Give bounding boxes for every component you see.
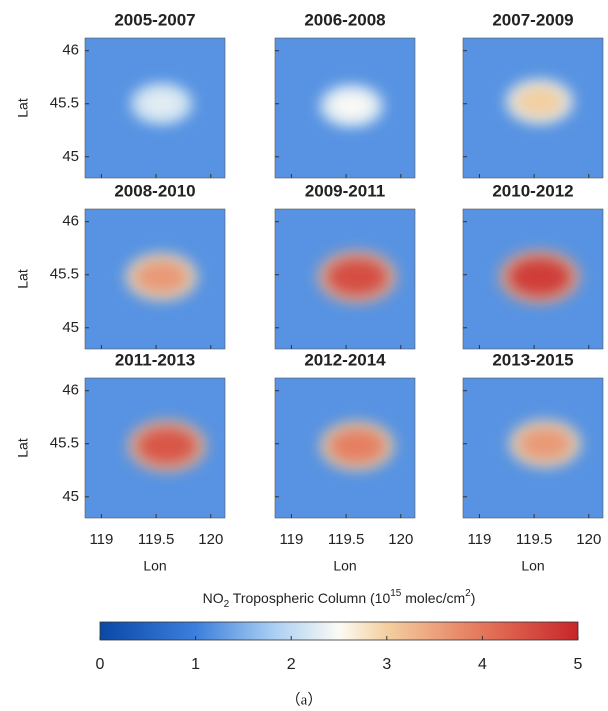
y-tick-label: 45	[62, 488, 79, 505]
panel-title: 2008-2010	[114, 181, 195, 200]
panel	[463, 38, 603, 178]
panel	[463, 378, 603, 518]
plume-peak	[137, 427, 197, 464]
panel-frame	[274, 37, 416, 179]
panel-frame	[462, 208, 604, 350]
panel	[275, 209, 415, 349]
colorbar-tick-label: 5	[574, 656, 583, 673]
y-axis-label: Lat	[15, 269, 31, 289]
panel-frame	[84, 377, 226, 519]
x-tick-label: 119	[279, 531, 303, 548]
colorbar-label-part: molec/cm	[401, 590, 465, 606]
plume-peak	[327, 258, 388, 296]
panel	[85, 38, 225, 178]
colorbar-label-part: 2	[465, 588, 471, 599]
x-tick-label: 119.5	[328, 531, 364, 548]
x-tick-label: 119	[89, 531, 113, 548]
panel-title: 2012-2014	[304, 350, 386, 369]
y-axis-label: Lat	[15, 98, 31, 118]
panel-title: 2005-2007	[114, 10, 195, 29]
y-tick-label: 45	[62, 148, 79, 165]
y-axis-label: Lat	[15, 438, 31, 458]
y-tick-label: 46	[62, 213, 79, 230]
plume-peak	[140, 91, 183, 117]
panel	[275, 38, 415, 178]
colorbar-label-part: 15	[390, 588, 402, 599]
plume-peak	[329, 429, 385, 463]
colorbar-label-part: 2	[224, 599, 230, 610]
panel	[85, 378, 225, 518]
panel-title: 2006-2008	[304, 10, 385, 29]
y-tick-label: 45	[62, 319, 79, 336]
panel-title: 2007-2009	[492, 10, 573, 29]
panel-title: 2013-2015	[492, 350, 573, 369]
panel	[275, 378, 415, 518]
x-axis-label: Lon	[333, 558, 356, 574]
plume-peak	[508, 258, 571, 296]
panel-title: 2011-2013	[115, 350, 195, 369]
colorbar-tick-label: 0	[96, 656, 105, 673]
x-axis-label: Lon	[521, 558, 544, 574]
colorbar-label-part: NO	[203, 590, 224, 606]
plume-peak	[329, 92, 374, 120]
panel-frame	[274, 377, 416, 519]
y-tick-label: 46	[62, 42, 79, 59]
colorbar-tick-label: 3	[382, 656, 391, 673]
panel	[463, 209, 603, 349]
colorbar-tick-label: 2	[287, 656, 296, 673]
colorbar	[99, 621, 579, 641]
colorbar-label-part: )	[471, 590, 476, 606]
plume-peak	[518, 427, 572, 460]
colorbar-tick-label: 4	[478, 656, 487, 673]
plume-peak	[135, 260, 188, 293]
x-tick-label: 120	[198, 531, 223, 548]
panel-frame	[84, 37, 226, 179]
panel-title: 2009-2011	[305, 181, 385, 200]
panel-frame	[462, 377, 604, 519]
x-tick-label: 119.5	[138, 531, 174, 548]
caption: （a）	[286, 691, 323, 708]
panel-frame	[84, 208, 226, 350]
colorbar-label: NO2 Tropospheric Column (1015 molec/cm2)	[203, 588, 476, 610]
x-tick-label: 120	[388, 531, 413, 548]
colorbar-tick-label: 1	[191, 656, 200, 673]
x-tick-label: 120	[576, 531, 601, 548]
y-tick-label: 45.5	[50, 266, 79, 283]
colorbar-label-part: Tropospheric Column (10	[229, 590, 390, 606]
x-axis-label: Lon	[143, 558, 166, 574]
y-tick-label: 46	[62, 382, 79, 399]
x-tick-label: 119	[467, 531, 491, 548]
panel	[85, 209, 225, 349]
x-tick-label: 119.5	[516, 531, 552, 548]
plume-peak	[515, 87, 564, 117]
panel-frame	[462, 37, 604, 179]
panel-title: 2010-2012	[492, 181, 573, 200]
y-tick-label: 45.5	[50, 95, 79, 112]
panel-frame	[274, 208, 416, 350]
y-tick-label: 45.5	[50, 435, 79, 452]
